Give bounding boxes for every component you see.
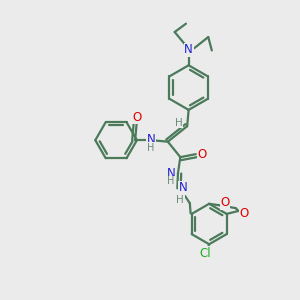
Text: O: O xyxy=(239,207,248,220)
Text: H: H xyxy=(176,195,184,205)
Text: H: H xyxy=(175,118,183,128)
Text: H: H xyxy=(167,176,175,186)
Text: H: H xyxy=(147,143,155,153)
Text: O: O xyxy=(220,196,230,209)
Text: N: N xyxy=(167,167,175,180)
Text: O: O xyxy=(198,148,207,161)
Text: O: O xyxy=(132,111,141,124)
Text: N: N xyxy=(184,43,193,56)
Text: Cl: Cl xyxy=(199,247,211,260)
Text: N: N xyxy=(146,133,155,146)
Text: N: N xyxy=(179,181,188,194)
